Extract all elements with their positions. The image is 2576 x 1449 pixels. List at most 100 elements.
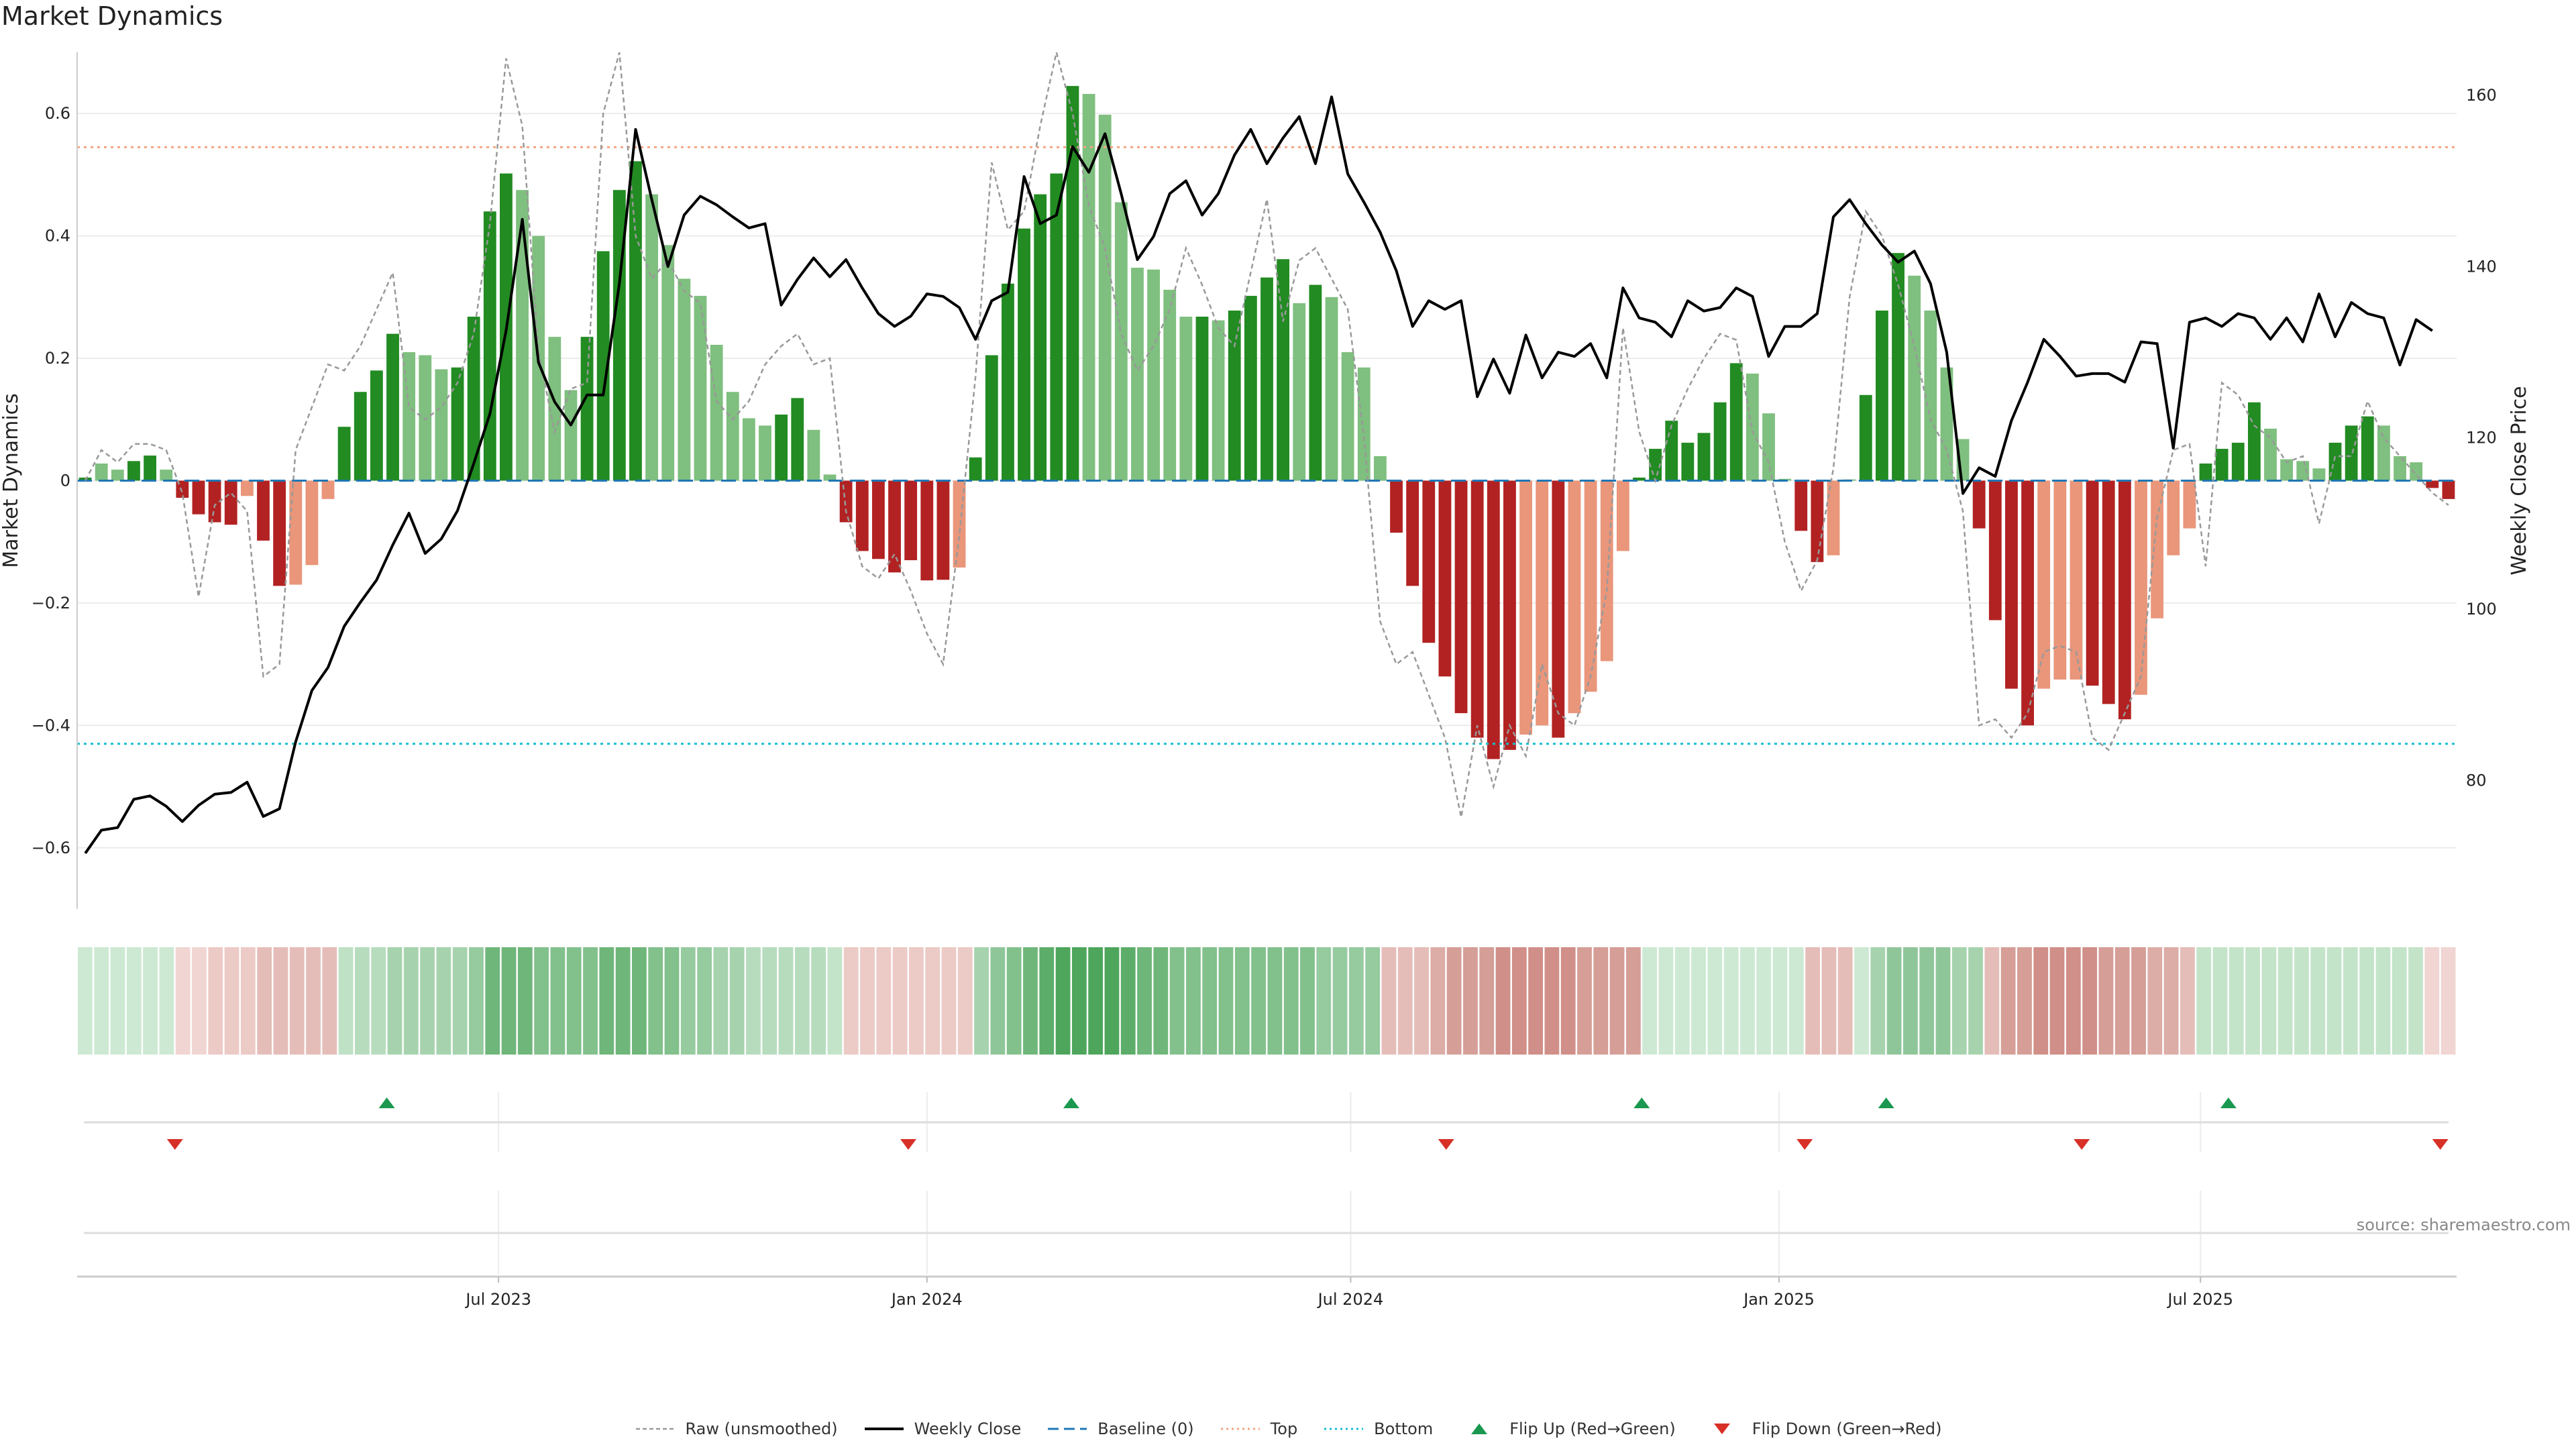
dynamics-bar xyxy=(1616,480,1629,551)
heat-strip-cell xyxy=(1316,947,1332,1055)
y-tick-label: −0.4 xyxy=(32,716,70,735)
heat-strip-cell xyxy=(1088,947,1104,1055)
legend-swatch-close xyxy=(864,1428,904,1430)
dynamics-bar xyxy=(1260,277,1273,481)
legend-label: Top xyxy=(1270,1419,1298,1438)
dynamics-bar xyxy=(1195,317,1209,481)
dynamics-bar xyxy=(710,345,723,481)
heat-strip-cell xyxy=(1577,947,1592,1055)
dynamics-bar xyxy=(467,317,480,481)
dynamics-bar xyxy=(1487,480,1500,759)
dynamics-bar xyxy=(1908,275,1921,481)
flip-markers xyxy=(84,1097,2449,1234)
heat-strip-cell xyxy=(1625,947,1641,1055)
heat-strip-cell xyxy=(615,947,631,1055)
y-tick-label: −0.2 xyxy=(32,594,70,612)
dynamics-bar xyxy=(839,480,853,523)
heat-strip-cell xyxy=(2065,947,2081,1055)
heat-strip-cell xyxy=(355,947,370,1055)
heat-strip-cell xyxy=(2212,947,2228,1055)
dynamics-bar xyxy=(936,480,950,580)
dynamics-bar xyxy=(208,480,221,523)
heat-strip-cell xyxy=(811,947,826,1055)
heat-strip-cell xyxy=(1935,947,1951,1055)
heat-strip-cell xyxy=(1332,947,1348,1055)
legend-label: Baseline (0) xyxy=(1097,1419,1194,1438)
heat-strip-cell xyxy=(762,947,777,1055)
chart-title: Market Dynamics xyxy=(1,1,223,31)
y2-tick-label: 100 xyxy=(2466,600,2497,619)
dynamics-bar xyxy=(1859,394,1872,481)
dynamics-bar xyxy=(645,194,658,481)
dynamics-bar xyxy=(2086,480,2099,686)
dynamics-bar xyxy=(1098,115,1112,481)
y-tick-label: 0.2 xyxy=(45,349,70,368)
heat-strip-cell xyxy=(1137,947,1152,1055)
y-tick-label: −0.6 xyxy=(32,839,70,857)
heat-strip-cell xyxy=(1854,947,1869,1055)
dynamics-bar xyxy=(2442,480,2455,499)
heat-strip-cell xyxy=(1886,947,1902,1055)
heat-strip-cell xyxy=(1707,947,1723,1055)
heat-strip-cell xyxy=(2163,947,2179,1055)
heat-strip-cell xyxy=(1283,947,1299,1055)
dynamics-bar xyxy=(1341,352,1354,481)
heat-strip-cell xyxy=(1951,947,1967,1055)
heat-strip xyxy=(78,947,2456,1055)
flip-down-marker xyxy=(2074,1139,2090,1150)
heat-strip-cell xyxy=(892,947,908,1055)
heat-strip-cell xyxy=(1120,947,1136,1055)
heat-strip-cell xyxy=(273,947,288,1055)
flip-down-marker xyxy=(1796,1139,1813,1150)
heat-strip-cell xyxy=(2033,947,2049,1055)
heat-strip-cell xyxy=(2310,947,2326,1055)
heat-strip-cell xyxy=(1300,947,1315,1055)
heat-strip-cell xyxy=(403,947,419,1055)
flip-up-marker xyxy=(1878,1097,1894,1108)
dynamics-bar xyxy=(694,296,707,481)
dynamics-bar xyxy=(289,480,303,585)
dynamics-bar xyxy=(127,461,140,481)
dynamics-bar xyxy=(742,418,755,481)
heat-strip-cell xyxy=(1169,947,1185,1055)
heat-strip-cell xyxy=(2017,947,2032,1055)
dynamics-bar xyxy=(2361,416,2374,481)
heat-strip-cell xyxy=(469,947,484,1055)
heat-strip-cell xyxy=(1267,947,1283,1055)
heat-strip-cell xyxy=(2277,947,2293,1055)
legend-item-flip_down: Flip Down (Green→Red) xyxy=(1701,1419,1942,1438)
y-tick-label: 0.6 xyxy=(45,104,70,123)
dynamics-bar xyxy=(2264,428,2277,481)
heat-strip-cell xyxy=(208,947,223,1055)
flip-down-marker xyxy=(166,1139,183,1150)
heat-strip-cell xyxy=(2131,947,2146,1055)
legend-item-flip_up: Flip Up (Red→Green) xyxy=(1458,1419,1676,1438)
dynamics-bar xyxy=(419,355,432,481)
heat-strip-cell xyxy=(909,947,924,1055)
heat-strip-cell xyxy=(1218,947,1234,1055)
heat-strip-cell xyxy=(1984,947,2000,1055)
dynamics-bar xyxy=(1147,269,1161,481)
dynamics-bar xyxy=(1114,202,1128,481)
dynamics-bar xyxy=(888,480,901,573)
heat-strip-cell xyxy=(1788,947,1804,1055)
y2-tick-label: 140 xyxy=(2466,257,2497,276)
dynamics-bar xyxy=(144,455,156,481)
dynamics-bar xyxy=(1536,480,1549,726)
heat-strip-cell xyxy=(2147,947,2163,1055)
heat-strip-cell xyxy=(534,947,549,1055)
x-tick-label: Jul 2024 xyxy=(1317,1290,1384,1309)
legend-item-close: Weekly Close xyxy=(863,1419,1021,1438)
heat-strip-cell xyxy=(2261,947,2277,1055)
heat-strip-cell xyxy=(1234,947,1250,1055)
heat-strip-cell xyxy=(632,947,647,1055)
heat-strip-cell xyxy=(664,947,680,1055)
legend-swatch-top xyxy=(1220,1428,1260,1430)
dynamics-bar xyxy=(2426,480,2439,488)
heat-strip-cell xyxy=(1511,947,1527,1055)
dynamics-bar xyxy=(2280,459,2294,481)
heat-strip-cell xyxy=(2440,947,2456,1055)
heat-strip-cell xyxy=(1153,947,1169,1055)
heat-strip-cell xyxy=(1202,947,1218,1055)
dynamics-bar xyxy=(1665,421,1678,481)
